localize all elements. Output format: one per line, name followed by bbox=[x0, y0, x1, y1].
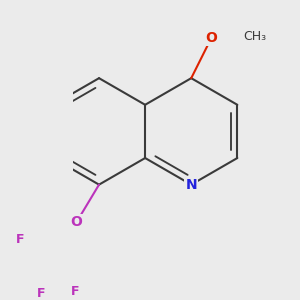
Text: CH₃: CH₃ bbox=[243, 30, 266, 43]
Text: F: F bbox=[16, 233, 24, 246]
Text: F: F bbox=[71, 284, 80, 298]
Text: O: O bbox=[70, 215, 83, 229]
Text: F: F bbox=[37, 286, 46, 300]
Text: O: O bbox=[206, 31, 218, 45]
Text: N: N bbox=[185, 178, 197, 192]
